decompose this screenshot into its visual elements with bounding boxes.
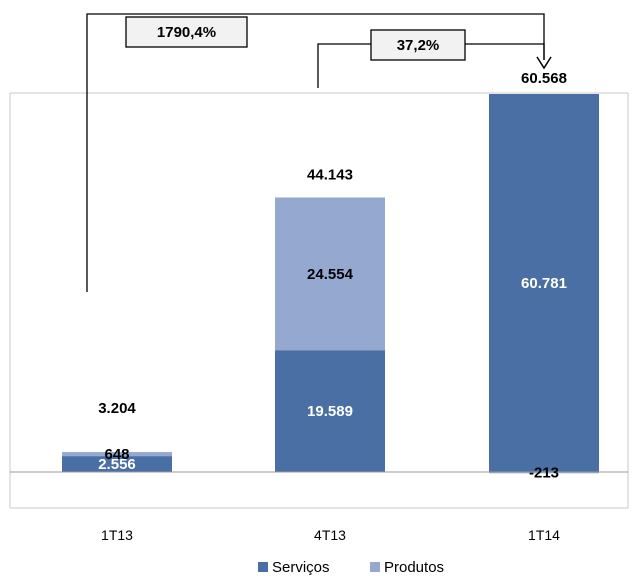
- bar-servicos-1t13: [62, 456, 172, 472]
- bar-servicos-4t13: [275, 350, 385, 472]
- total-label-1t13: 3.204: [98, 400, 136, 417]
- value-label-servicos-1t14: 60.781: [521, 275, 567, 292]
- bar-produtos-4t13: [275, 197, 385, 351]
- tick-label-4t13: 4T13: [314, 527, 346, 543]
- legend-swatch-servicos: [258, 562, 268, 572]
- value-label-produtos-4t13: 24.554: [307, 266, 354, 283]
- growth-label-2: 37,2%: [397, 37, 440, 54]
- growth-box-2: [370, 29, 466, 61]
- growth-label-1: 1790,4%: [157, 24, 216, 41]
- growth-box-1: [125, 16, 248, 48]
- bar-produtos-1t13: [62, 452, 172, 457]
- value-label-servicos-1t13: 2.556: [98, 456, 136, 473]
- tick-label-1t13: 1T13: [101, 527, 133, 543]
- growth-arrow-2: [536, 56, 552, 70]
- value-label-servicos-4t13: 19.589: [307, 403, 353, 420]
- value-label-produtos-1t14: -213: [529, 465, 559, 482]
- legend-label-servicos: Serviços: [272, 559, 330, 576]
- value-label-produtos-1t13: 648: [104, 446, 129, 463]
- legend-swatch-produtos: [370, 562, 380, 572]
- bar-servicos-1t14: [489, 94, 599, 472]
- tick-label-1t14: 1T14: [528, 527, 560, 543]
- total-label-1t14: 60.568: [521, 70, 567, 87]
- growth-connector-1: [86, 13, 545, 292]
- total-label-4t13: 44.143: [307, 166, 353, 183]
- bar-produtos-1t14: [489, 472, 599, 474]
- legend-label-produtos: Produtos: [384, 559, 444, 576]
